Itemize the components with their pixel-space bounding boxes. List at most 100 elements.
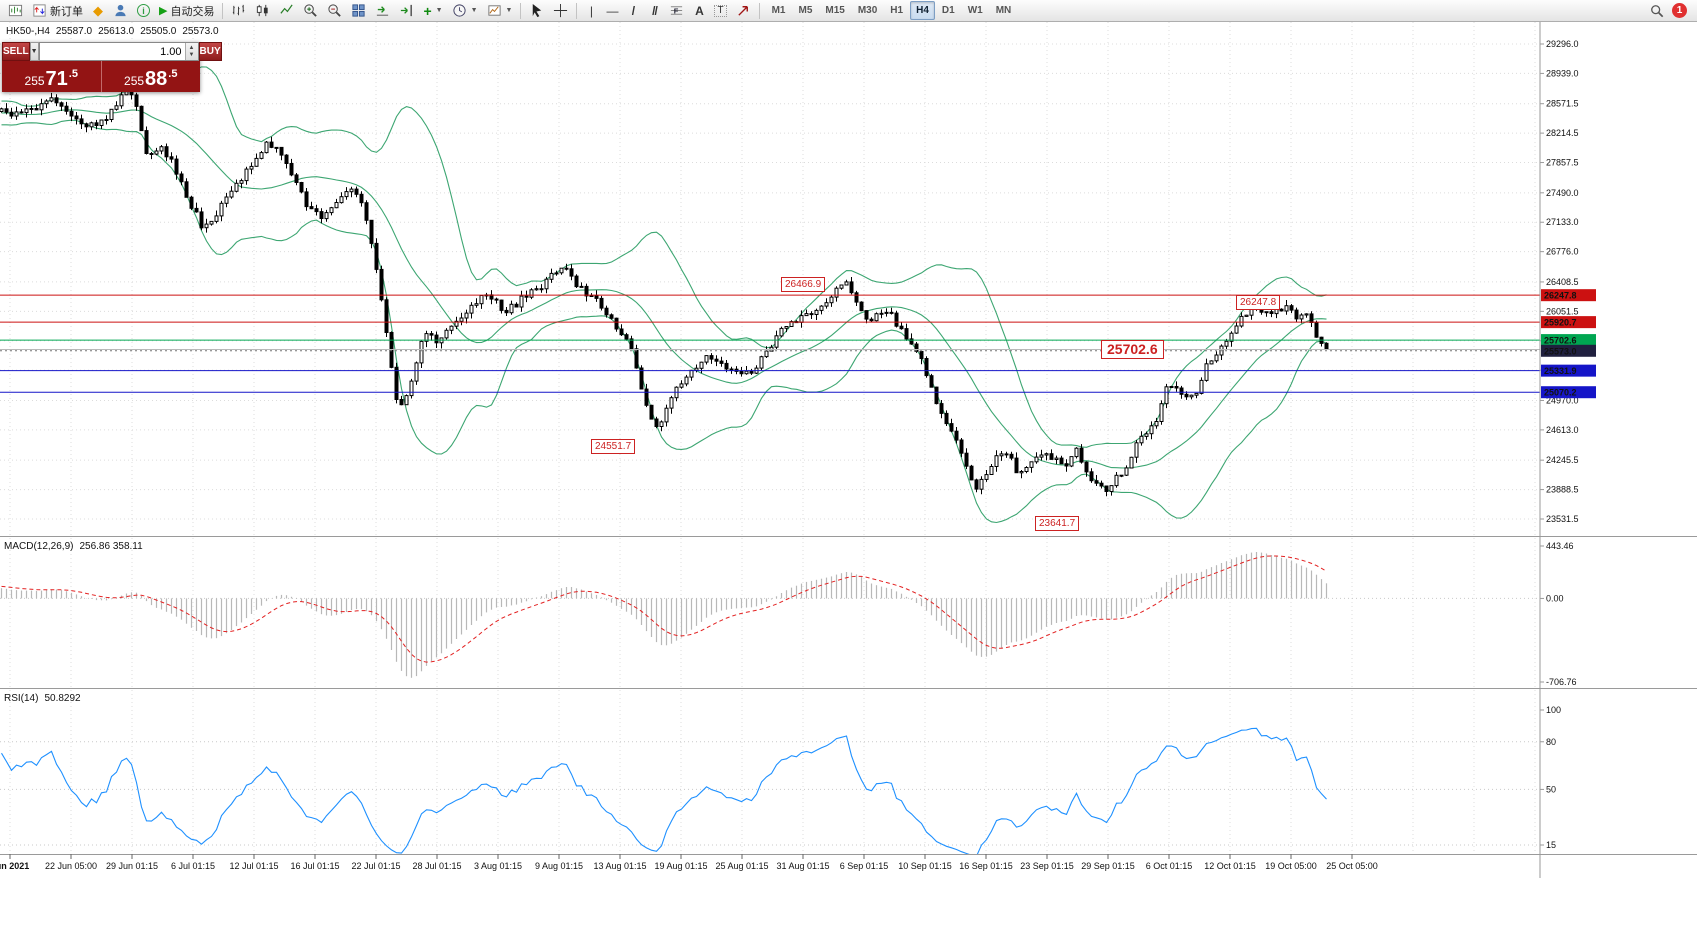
buy-price[interactable]: 255 88.5 [124, 68, 178, 90]
price-annotation[interactable]: 26466.9 [781, 277, 826, 292]
auto-trading-button[interactable]: ▶ 自动交易 [155, 1, 218, 21]
svg-text:25 Aug 01:15: 25 Aug 01:15 [715, 861, 768, 871]
svg-text:27857.5: 27857.5 [1546, 158, 1579, 168]
timeframe-m5[interactable]: M5 [798, 5, 813, 16]
crosshair-button[interactable] [549, 1, 572, 21]
vertical-line-icon: | [589, 3, 594, 18]
chart-window: 29296.0 28939.0 28571.5 28214.5 27857.5 27490… [0, 22, 1697, 945]
price-annotation[interactable]: 24551.7 [591, 439, 636, 454]
timeframe-m15[interactable]: M15 [825, 5, 845, 16]
timeframe-d1[interactable]: D1 [941, 5, 955, 16]
sell-button[interactable]: SELL [2, 42, 30, 61]
timeframe-h4[interactable]: H4 [910, 1, 935, 20]
timeframe-h1[interactable]: H1 [890, 5, 904, 16]
toolbar-separator [758, 2, 760, 19]
svg-text:29 Jun 01:15: 29 Jun 01:15 [106, 861, 158, 871]
zoom-in-button[interactable] [299, 1, 322, 21]
trendline-button[interactable]: / [623, 1, 643, 21]
open-value: 25587.0 [55, 26, 93, 37]
indicators-button[interactable]: + ▼ [419, 1, 446, 21]
chart-shift-button[interactable] [395, 1, 418, 21]
sell-price[interactable]: 255 71.5 [2, 61, 102, 92]
main-toolbar: 新订单 ◆ i ▶ 自动交易 + ▼ ▼ ▼ [0, 0, 1697, 22]
volume-spinner[interactable]: ▲ ▼ [184, 43, 198, 60]
chart-title-ohlc: HK50-,H4 25587.0 25613.0 25505.0 25573.0 [6, 26, 219, 37]
zoom-in-icon [304, 4, 318, 17]
zoom-out-icon [328, 4, 342, 17]
svg-text:29 Sep 01:15: 29 Sep 01:15 [1081, 861, 1135, 871]
cursor-button[interactable] [525, 1, 548, 21]
timeframe-w1[interactable]: W1 [967, 5, 983, 16]
new-order-button[interactable]: 新订单 [28, 1, 87, 21]
volume-input[interactable] [39, 43, 185, 60]
chart-bars-button[interactable] [227, 1, 250, 21]
label-icon: T [714, 4, 727, 17]
svg-text:100: 100 [1546, 705, 1561, 715]
vertical-line-button[interactable]: | [581, 1, 601, 21]
profile-button[interactable] [109, 1, 132, 21]
svg-text:26051.5: 26051.5 [1546, 306, 1579, 316]
svg-text:6 Sep 01:15: 6 Sep 01:15 [840, 861, 889, 871]
svg-text:28214.5: 28214.5 [1546, 128, 1579, 138]
axis-price-tag [1541, 289, 1596, 302]
metaeditor-button[interactable]: ◆ [88, 1, 108, 21]
new-chart-button[interactable] [4, 1, 27, 21]
time-axis-labels[interactable]: Jun 2021 22 Jun 05:00 29 Jun 01:15 6 Jul 01… [0, 854, 1378, 871]
svg-text:27490.0: 27490.0 [1546, 188, 1579, 198]
axis-price-tag [1541, 386, 1596, 399]
search-icon[interactable] [1650, 4, 1664, 18]
timeframe-mn[interactable]: MN [995, 5, 1012, 16]
svg-text:16 Jul 01:15: 16 Jul 01:15 [290, 861, 339, 871]
horizontal-line-button[interactable]: — [602, 1, 622, 21]
svg-text:10 Sep 01:15: 10 Sep 01:15 [898, 861, 952, 871]
profile-icon [115, 4, 126, 17]
templates-button[interactable]: ▼ [483, 1, 517, 21]
timeframe-m30[interactable]: M30 [857, 5, 878, 16]
svg-text:22 Jun 05:00: 22 Jun 05:00 [45, 861, 97, 871]
auto-scroll-button[interactable] [371, 1, 394, 21]
arrows-button[interactable] [732, 1, 755, 21]
label-button[interactable]: T [710, 1, 730, 21]
price-annotation[interactable]: 26247.8 [1236, 295, 1281, 310]
chevron-down-icon: ▼ [470, 7, 478, 14]
axis-price-tag [1541, 364, 1596, 377]
price-annotation[interactable]: 23641.7 [1035, 516, 1080, 531]
chart-canvas[interactable]: 29296.0 28939.0 28571.5 28214.5 27857.5 27490… [0, 22, 1697, 945]
svg-text:25331.9: 25331.9 [1544, 366, 1577, 376]
toolbar-separator [520, 2, 522, 19]
text-button[interactable]: A [689, 1, 709, 21]
fibonacci-button[interactable]: F [665, 1, 688, 21]
chart-line-button[interactable] [275, 1, 298, 21]
toolbar-right: 1 [1650, 3, 1693, 18]
close-value: 25573.0 [182, 26, 219, 37]
grid [0, 22, 1540, 854]
periods-button[interactable]: ▼ [448, 1, 482, 21]
volume-input-wrap: ▲▼ [38, 42, 199, 61]
svg-text:Jun 2021: Jun 2021 [0, 861, 29, 871]
svg-text:24245.5: 24245.5 [1546, 455, 1579, 465]
timeframe-m1[interactable]: M1 [771, 5, 786, 16]
diamond-icon: ◆ [93, 2, 103, 18]
svg-text:24613.0: 24613.0 [1546, 425, 1579, 435]
community-button[interactable]: i [133, 1, 154, 21]
svg-text:19 Oct 05:00: 19 Oct 05:00 [1265, 861, 1317, 871]
fibonacci-icon: F [671, 6, 683, 15]
rsi-label: RSI(14) 50.8292 [4, 693, 81, 704]
notification-badge[interactable]: 1 [1672, 3, 1687, 18]
svg-text:-706.76: -706.76 [1546, 677, 1577, 687]
svg-text:3 Aug 01:15: 3 Aug 01:15 [474, 861, 522, 871]
chart-candles-button[interactable] [251, 1, 274, 21]
svg-text:12 Jul 01:15: 12 Jul 01:15 [229, 861, 278, 871]
volume-dropdown[interactable]: ▼ [29, 42, 39, 61]
price-annotation[interactable]: 25702.6 [1101, 340, 1164, 359]
rsi-line [1, 727, 1327, 854]
axis-price-tag [1541, 334, 1596, 347]
svg-text:F: F [674, 6, 679, 15]
tile-windows-button[interactable] [347, 1, 370, 21]
svg-text:28939.0: 28939.0 [1546, 68, 1579, 78]
channel-button[interactable]: // [644, 1, 664, 21]
svg-text:12 Oct 01:15: 12 Oct 01:15 [1204, 861, 1256, 871]
macd-signal-line [1, 555, 1327, 663]
buy-button[interactable]: BUY [198, 42, 222, 61]
zoom-out-button[interactable] [323, 1, 346, 21]
